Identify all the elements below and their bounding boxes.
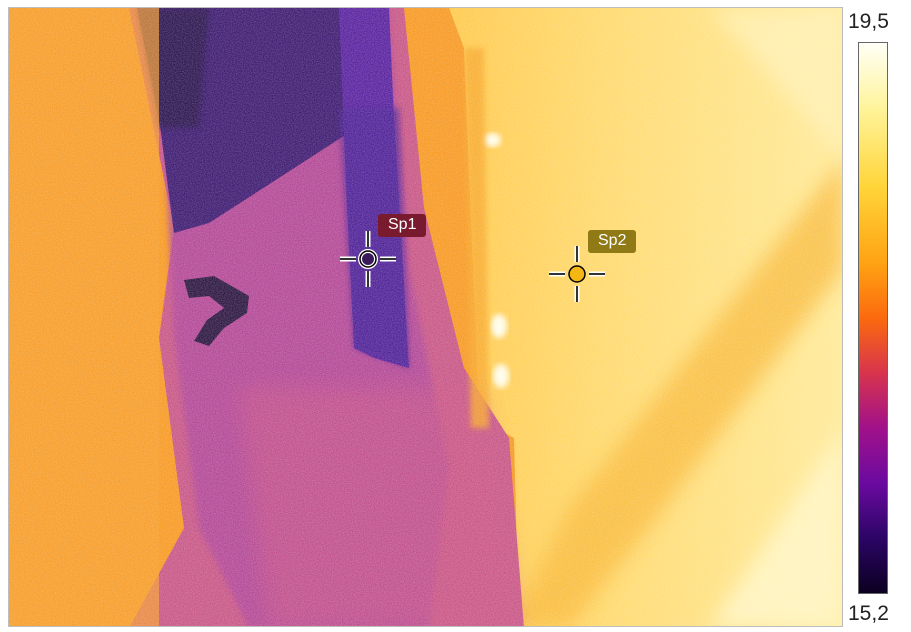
sp1-label[interactable]: Sp1 [378, 214, 427, 237]
sp2-label[interactable]: Sp2 [588, 230, 637, 253]
scale-max-value: 19,5 [848, 10, 889, 33]
scale-min-value: 15,2 [848, 602, 889, 625]
sp1-crosshair-icon[interactable] [340, 231, 396, 287]
thermal-image [8, 7, 843, 627]
sensor-noise [9, 8, 842, 626]
color-scale-bar [858, 42, 888, 594]
sp2-crosshair-icon[interactable] [549, 246, 605, 302]
thermal-scene [9, 8, 842, 626]
